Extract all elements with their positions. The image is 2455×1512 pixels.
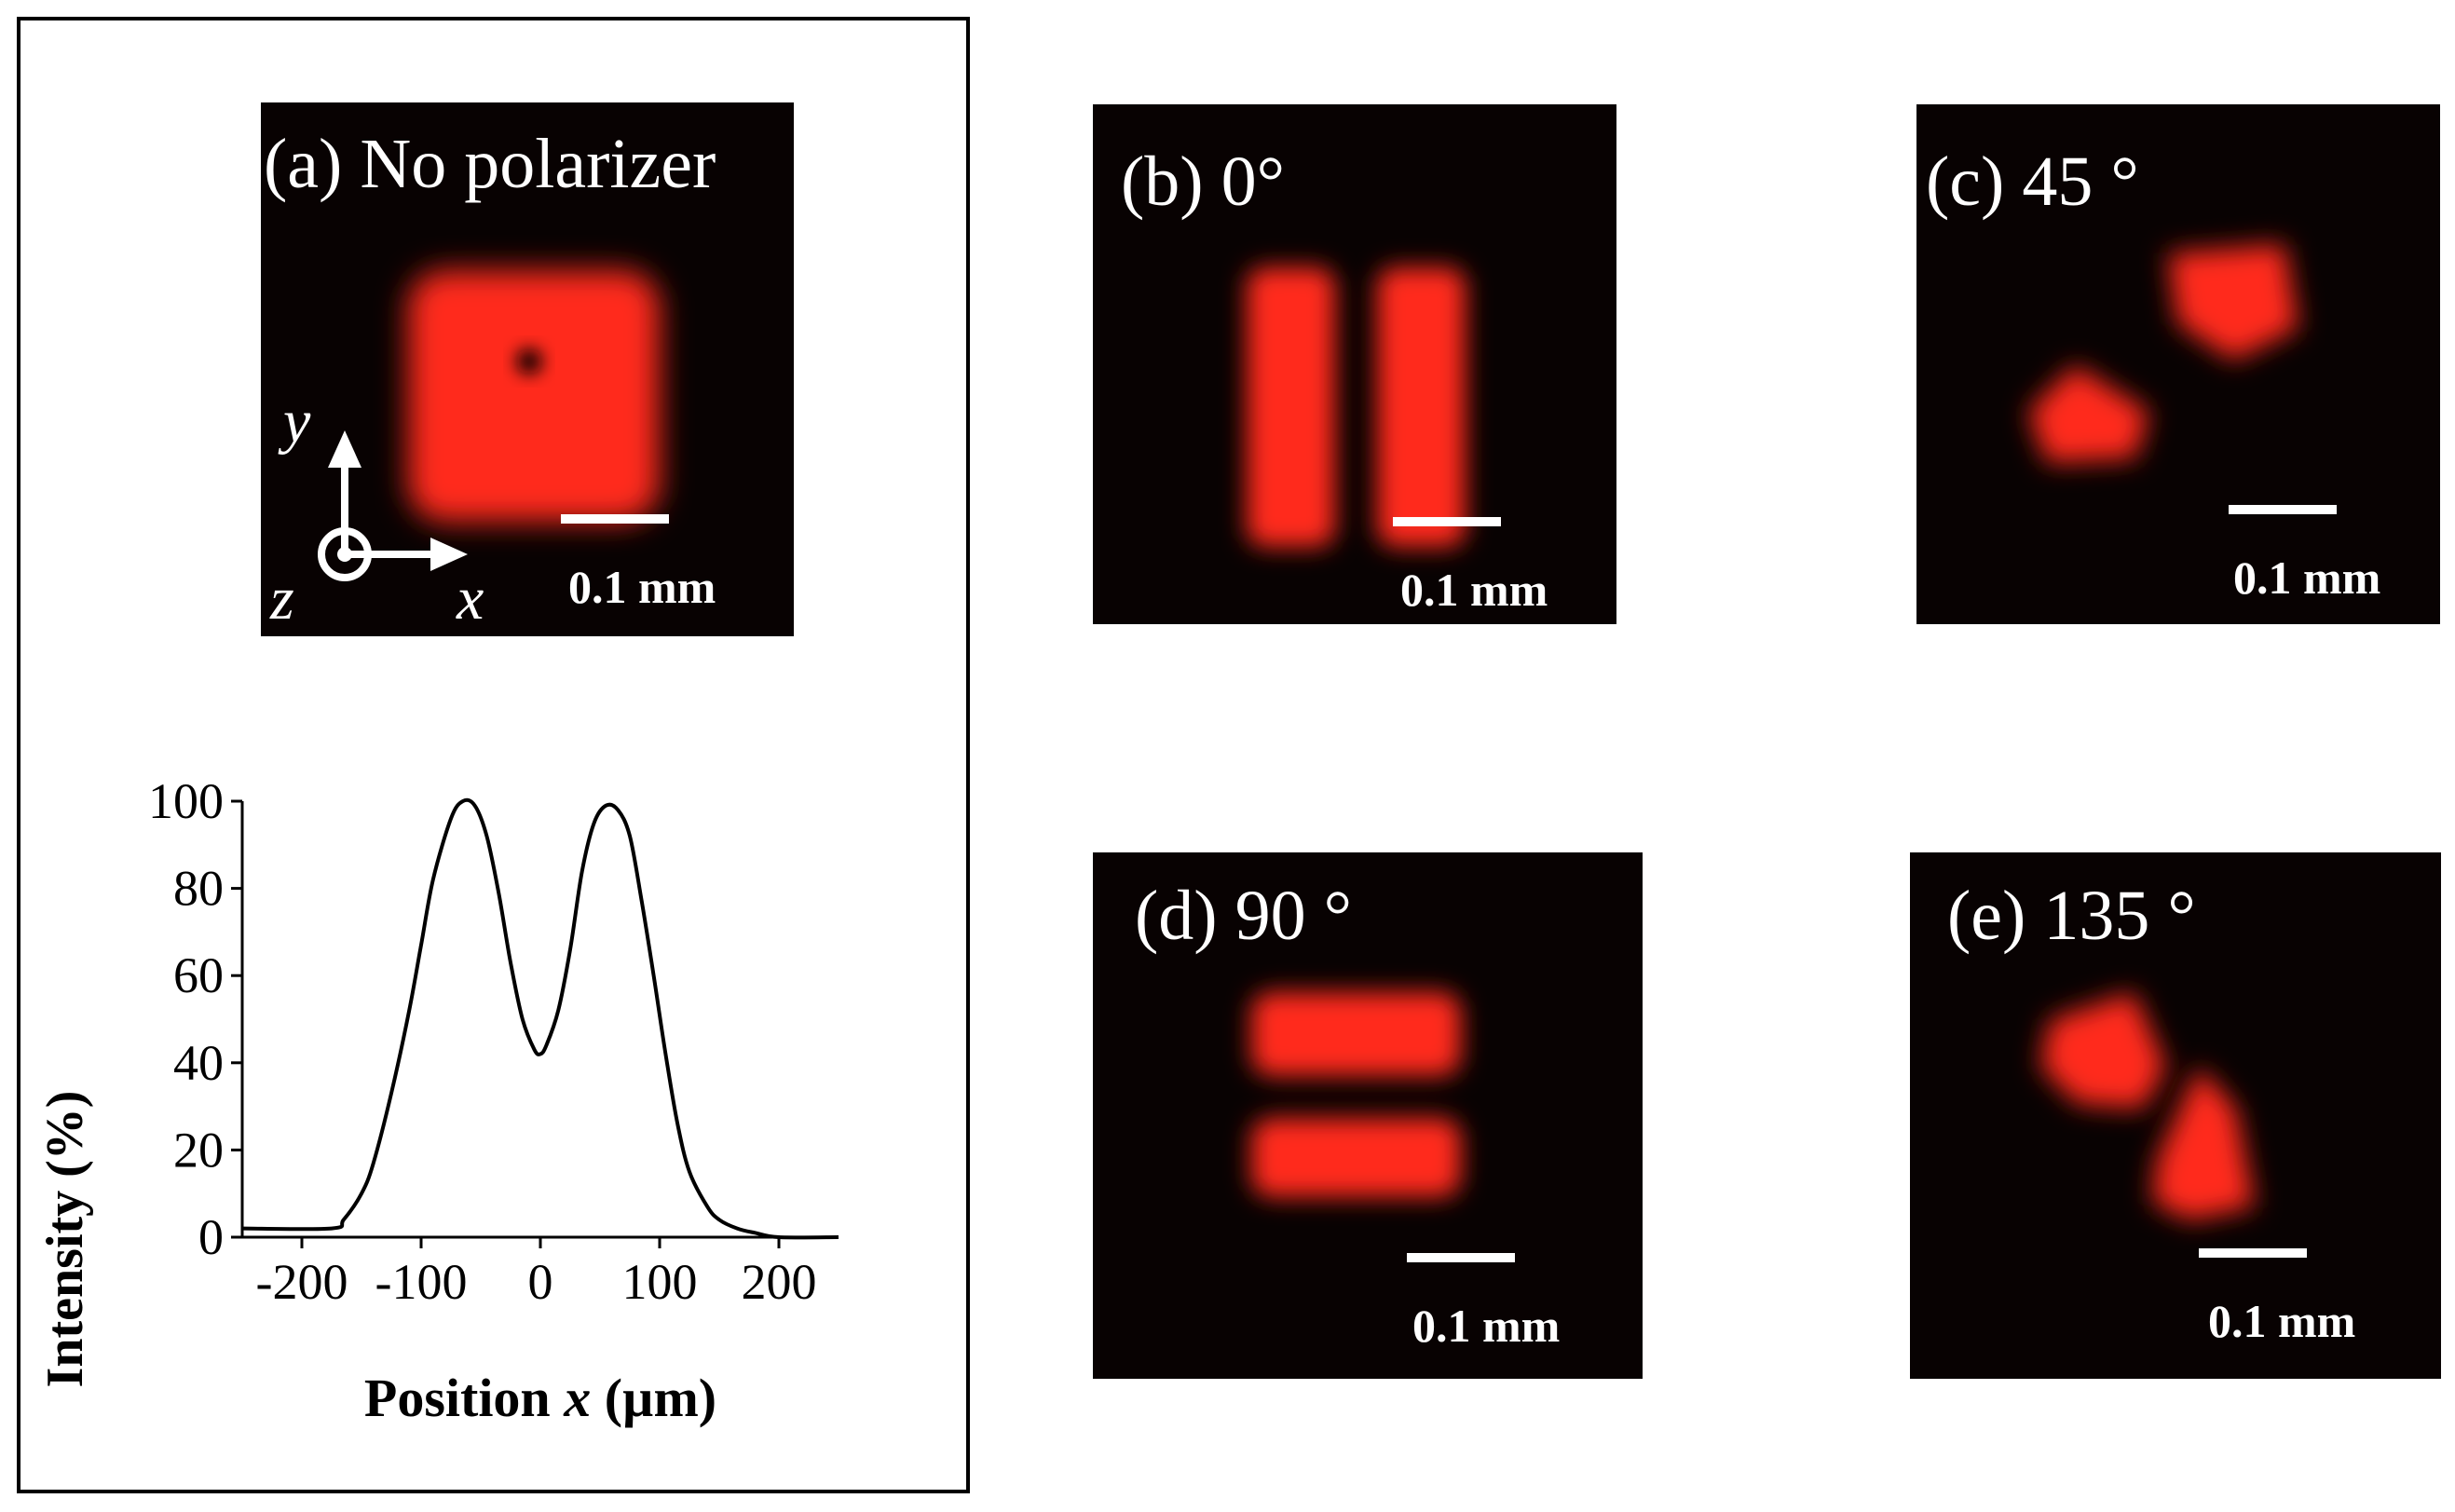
- coordinate-axes-indicator: [318, 430, 468, 581]
- x-tick-label: 0: [528, 1254, 553, 1310]
- beam-lobes-diagonal: [2028, 244, 2298, 463]
- panel-a-frame: [17, 17, 970, 1493]
- scale-label: 0.1 mm: [1412, 1300, 1561, 1352]
- y-tick-label: 100: [148, 773, 224, 829]
- y-tick-label: 80: [173, 861, 224, 917]
- beam-spot-donut: [408, 270, 660, 522]
- beam-lobes-antidiagonal: [2040, 992, 2255, 1220]
- y-tick-label: 40: [173, 1035, 224, 1091]
- scale-bar: [2199, 1248, 2307, 1258]
- scale-bar: [1393, 517, 1501, 526]
- x-tick-label: 100: [622, 1254, 698, 1310]
- x-tick-label: 200: [742, 1254, 817, 1310]
- scale-label: 0.1 mm: [568, 561, 716, 613]
- beam-image-45-degrees: (c) 45 ° 0.1 mm: [1916, 104, 2440, 624]
- panel-a-label: (a) No polarizer: [264, 125, 716, 203]
- y-axis-label: Intensity (%): [37, 1091, 94, 1388]
- scale-label: 0.1 mm: [2208, 1295, 2356, 1347]
- beam-lobes-vertical: [1247, 267, 1466, 547]
- beam-image-0-degrees: (b) 0° 0.1 mm: [1093, 104, 1616, 624]
- x-tick-label: -200: [256, 1254, 348, 1310]
- beam-lobes-horizontal: [1251, 992, 1461, 1197]
- intensity-profile-line: [241, 797, 839, 1240]
- scale-label: 0.1 mm: [2233, 552, 2381, 604]
- y-tick-label: 60: [173, 947, 224, 1003]
- scale-bar: [561, 514, 669, 524]
- panel-b-label: (b) 0°: [1121, 143, 1286, 221]
- x-axis-label: Position x (µm): [364, 1368, 716, 1428]
- y-tick-label: 0: [198, 1209, 224, 1265]
- panel-e-label: (e) 135 °: [1947, 877, 2196, 955]
- panel-d-label: (d) 90 °: [1135, 877, 1353, 955]
- scale-bar: [2229, 505, 2337, 514]
- x-axis-letter: x: [457, 565, 484, 633]
- y-tick-label: 20: [173, 1122, 224, 1178]
- y-axis-letter: y: [283, 388, 311, 456]
- beam-image-135-degrees: (e) 135 ° 0.1 mm: [1910, 852, 2441, 1379]
- scale-bar: [1407, 1253, 1515, 1262]
- beam-image-no-polarizer: (a) No polarizer y x z 0.1 mm: [261, 102, 794, 636]
- panel-c-label: (c) 45 °: [1926, 143, 2139, 221]
- beam-image-90-degrees: (d) 90 ° 0.1 mm: [1093, 852, 1643, 1379]
- x-tick-label: -100: [375, 1254, 468, 1310]
- scale-label: 0.1 mm: [1400, 564, 1548, 616]
- z-axis-letter: z: [270, 565, 294, 633]
- intensity-profile-chart: -200 -100 0 100 200 0 20 40 60 80 100 Position x (…: [37, 773, 839, 1428]
